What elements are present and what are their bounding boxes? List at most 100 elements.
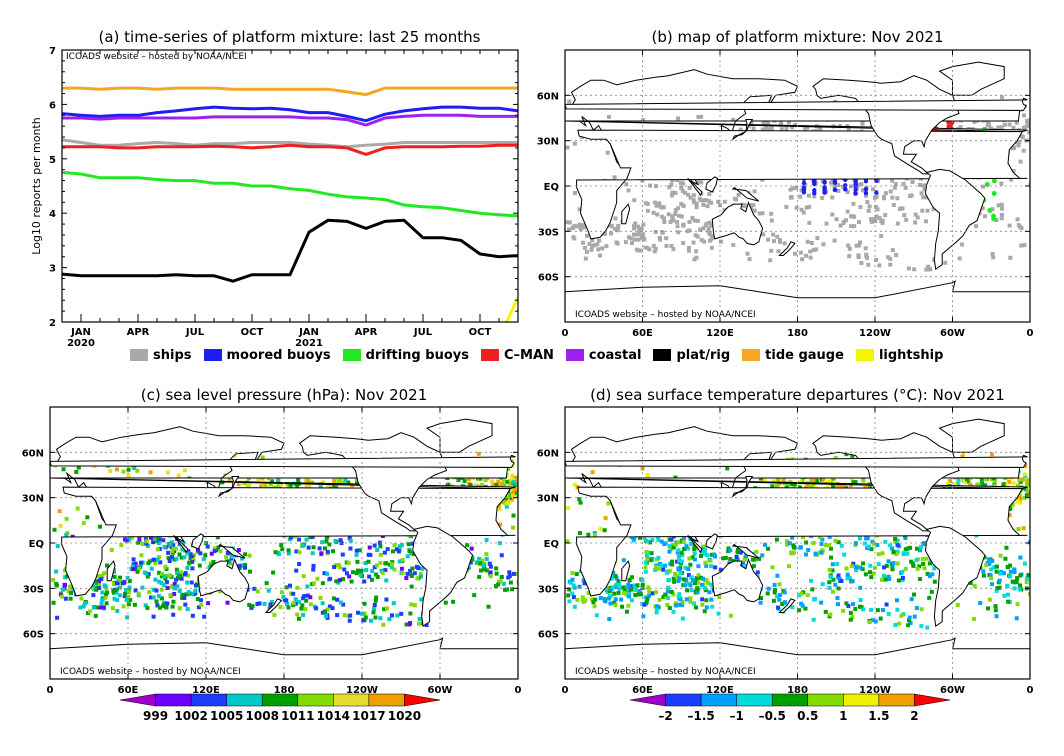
obs-dot — [676, 594, 681, 599]
legend-swatch — [130, 349, 148, 361]
colorbar-segment — [333, 693, 370, 707]
obs-dot — [1005, 583, 1010, 588]
obs-dot — [484, 556, 489, 561]
lon-label: 60W — [428, 685, 453, 696]
obs-dot — [212, 546, 217, 551]
obs-dot — [870, 539, 875, 544]
obs-dot — [304, 537, 309, 542]
obs-dot — [608, 594, 613, 599]
obs-dot — [653, 229, 658, 234]
obs-dot — [1005, 564, 1010, 569]
obs-dot — [728, 613, 733, 618]
obs-dot — [190, 591, 195, 596]
obs-dot — [640, 578, 645, 583]
obs-dot — [961, 452, 966, 457]
obs-dot — [504, 504, 509, 509]
obs-dot — [567, 220, 572, 225]
moored-buoy-dot — [853, 187, 858, 193]
obs-dot — [229, 554, 234, 559]
obs-dot — [875, 608, 880, 613]
obs-dot — [699, 238, 704, 243]
obs-dot — [832, 238, 837, 243]
obs-dot — [886, 559, 891, 564]
obs-dot — [788, 187, 793, 192]
legend-item: plat/rig — [653, 348, 730, 363]
obs-dot — [984, 477, 989, 482]
map-panel-c: ICOADS website – hosted by NOAA/NCEI60N3… — [22, 406, 522, 696]
obs-dot — [792, 550, 797, 555]
obs-dot — [621, 558, 626, 563]
obs-dot — [929, 589, 934, 594]
colorbar-label: 1002 — [174, 709, 207, 723]
obs-dot — [190, 559, 195, 564]
obs-dot — [1012, 570, 1017, 575]
obs-dot — [833, 456, 838, 461]
obs-dot — [987, 557, 992, 562]
obs-dot — [272, 612, 277, 617]
obs-dot — [861, 607, 866, 612]
obs-dot — [184, 592, 189, 597]
obs-dot — [177, 552, 182, 557]
obs-dot — [774, 537, 779, 542]
obs-dot — [103, 584, 108, 589]
series-line-7 — [504, 296, 518, 322]
obs-dot — [305, 584, 310, 589]
continent-outline — [812, 75, 960, 175]
obs-dot — [63, 596, 68, 601]
obs-dot — [117, 593, 122, 598]
obs-dot — [726, 549, 731, 554]
obs-dot — [845, 189, 850, 194]
obs-dot — [372, 543, 377, 548]
lat-label: 60S — [23, 630, 44, 641]
obs-dot — [828, 612, 833, 617]
obs-dot — [592, 533, 597, 538]
obs-dot — [389, 565, 394, 570]
obs-dot — [336, 562, 341, 567]
obs-dot — [948, 479, 953, 484]
obs-dot — [683, 583, 688, 588]
obs-dot — [852, 224, 857, 229]
obs-dot — [905, 546, 910, 551]
obs-dot — [97, 586, 102, 591]
obs-dot — [801, 210, 806, 215]
obs-dot — [416, 621, 421, 626]
obs-dot — [237, 563, 242, 568]
obs-dot — [895, 543, 900, 548]
obs-dot — [797, 593, 802, 598]
obs-dot — [97, 583, 102, 588]
obs-dot — [504, 479, 509, 484]
obs-dot — [158, 560, 163, 565]
obs-dot — [848, 610, 853, 615]
obs-dot — [516, 491, 518, 496]
obs-dot — [196, 605, 201, 610]
obs-dot — [836, 540, 841, 545]
obs-dot — [681, 203, 686, 208]
obs-dot — [841, 608, 846, 613]
legend-label: plat/rig — [676, 347, 731, 363]
obs-dot — [871, 187, 876, 192]
obs-dot — [1021, 126, 1026, 131]
obs-dot — [256, 477, 261, 482]
obs-dot — [637, 589, 642, 594]
obs-dot — [1017, 139, 1022, 144]
obs-dot — [572, 191, 577, 196]
obs-dot — [395, 613, 400, 618]
obs-dot — [789, 550, 794, 555]
obs-dot — [363, 615, 368, 620]
obs-dot — [311, 567, 316, 572]
obs-dot — [823, 609, 828, 614]
obs-dot — [407, 549, 412, 554]
obs-dot — [626, 603, 631, 608]
obs-dot — [859, 182, 864, 187]
obs-dot — [858, 585, 863, 590]
obs-dot — [354, 548, 359, 553]
obs-dot — [170, 549, 175, 554]
series-line-1 — [62, 105, 518, 123]
obs-dot — [505, 493, 510, 498]
obs-dot — [201, 557, 206, 562]
obs-dot — [1018, 573, 1023, 578]
obs-dot — [835, 596, 840, 601]
obs-dot — [690, 578, 695, 583]
obs-dot — [470, 557, 475, 562]
